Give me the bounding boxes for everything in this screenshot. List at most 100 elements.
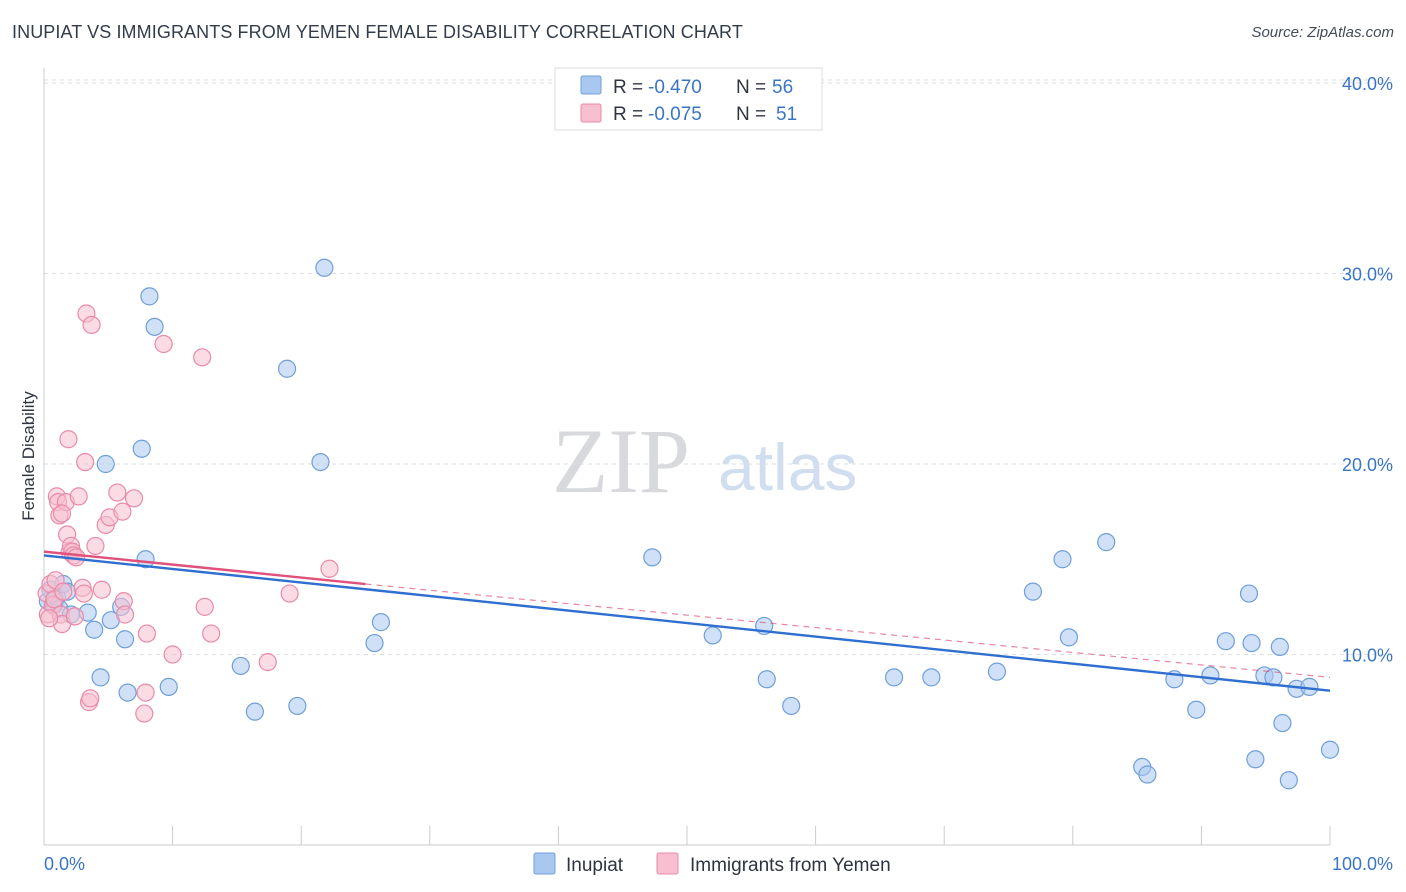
yemen-trend-extension	[365, 583, 1331, 678]
inupiat-point	[132, 439, 151, 458]
inupiat-point	[371, 613, 391, 632]
legend-n-value-1: 56	[772, 77, 793, 98]
yemen-trend-line	[43, 550, 366, 586]
yemen-point	[113, 502, 132, 521]
yemen-point	[320, 559, 339, 578]
yemen-point	[258, 653, 277, 672]
inupiat-point	[1059, 628, 1079, 647]
series-yemen-points	[37, 304, 339, 723]
inupiat-point	[1138, 765, 1157, 784]
inupiat-point	[245, 702, 265, 721]
inupiat-point	[987, 662, 1007, 681]
legend-r-label-1: R =	[613, 77, 643, 98]
inupiat-point	[1273, 713, 1292, 733]
inupiat-point	[231, 656, 250, 676]
y-tick-label: 30.0%	[1342, 265, 1393, 285]
yemen-point	[154, 334, 173, 354]
inupiat-point	[1320, 740, 1340, 759]
inupiat-point	[1053, 550, 1072, 569]
yemen-point	[76, 452, 95, 472]
gridlines	[44, 79, 1393, 655]
yemen-point	[74, 584, 93, 603]
yemen-point	[202, 624, 221, 643]
top-legend: R = -0.470 N = 56 R = -0.075 N = 51	[554, 67, 823, 131]
inupiat-point	[288, 696, 307, 716]
yemen-point	[137, 624, 156, 643]
yemen-point	[82, 315, 101, 335]
y-axis-label: Female Disability	[19, 391, 38, 521]
inupiat-point	[884, 668, 904, 687]
legend-swatch-inupiat	[580, 75, 602, 95]
yemen-point	[69, 487, 88, 506]
legend-n-value-2: 51	[776, 104, 797, 125]
inupiat-point	[757, 670, 776, 689]
inupiat-point	[1242, 633, 1261, 653]
inupiat-trend-line	[43, 554, 1331, 692]
yemen-point	[163, 645, 182, 664]
yemen-point	[54, 582, 73, 601]
inupiat-point	[782, 696, 801, 716]
yemen-point	[280, 584, 299, 603]
yemen-point	[81, 689, 100, 708]
inupiat-point	[703, 626, 722, 645]
legend-n-label-2: N =	[736, 104, 766, 125]
inupiat-point	[1097, 533, 1116, 552]
inupiat-point	[96, 454, 115, 474]
inupiat-point	[140, 287, 159, 306]
inupiat-point	[91, 668, 110, 687]
watermark-atlas: atlas	[718, 430, 857, 504]
yemen-point	[59, 430, 78, 449]
inupiat-point	[1239, 584, 1259, 603]
inupiat-point	[315, 258, 334, 277]
trend-lines	[43, 550, 1331, 692]
yemen-point	[195, 597, 214, 616]
legend-r-value-2: -0.075	[648, 104, 702, 125]
inupiat-point	[311, 452, 330, 472]
watermark-zip: ZIP	[552, 410, 690, 512]
bottom-legend-swatch-yemen	[656, 852, 679, 875]
y-tick-label: 20.0%	[1342, 455, 1393, 475]
y-tick-label: 10.0%	[1342, 646, 1393, 666]
bottom-legend: Inupiat Immigrants from Yemen	[533, 852, 891, 876]
yemen-point	[65, 607, 84, 626]
x-tick-label-max: 100.0%	[1332, 854, 1393, 874]
yemen-point	[86, 536, 105, 556]
yemen-point	[108, 483, 127, 502]
inupiat-point	[136, 550, 155, 569]
legend-r-value-1: -0.470	[648, 77, 702, 98]
inupiat-point	[365, 633, 384, 653]
bottom-legend-swatch-inupiat	[533, 852, 556, 875]
yemen-point	[124, 489, 144, 508]
yemen-point	[92, 580, 111, 599]
yemen-point	[193, 348, 212, 367]
y-tick-labels: 10.0% 20.0% 30.0% 40.0%	[1342, 74, 1393, 666]
yemen-point	[40, 609, 59, 628]
inupiat-point	[1246, 750, 1265, 769]
bottom-legend-label-inupiat: Inupiat	[566, 855, 624, 876]
inupiat-point	[115, 630, 135, 649]
inupiat-point	[1023, 582, 1043, 601]
inupiat-point	[1201, 666, 1220, 685]
legend-n-label-1: N =	[736, 77, 766, 98]
inupiat-point	[277, 359, 297, 378]
bottom-legend-label-yemen: Immigrants from Yemen	[690, 855, 891, 876]
inupiat-point	[1279, 771, 1298, 790]
inupiat-point	[1187, 700, 1206, 719]
yemen-point	[115, 605, 135, 624]
inupiat-point	[643, 548, 662, 567]
series-inupiat-points	[38, 258, 1340, 790]
axes	[43, 68, 1331, 846]
x-tick-label-min: 0.0%	[44, 854, 85, 874]
inupiat-point	[85, 620, 104, 639]
yemen-point	[52, 504, 72, 523]
inupiat-point	[159, 677, 178, 696]
source-label: Source: ZipAtlas.com	[1251, 24, 1394, 41]
inupiat-point	[1270, 637, 1289, 656]
legend-r-label-2: R =	[613, 104, 643, 125]
inupiat-point	[1216, 632, 1235, 651]
inupiat-point	[145, 317, 164, 336]
inupiat-point	[118, 683, 137, 702]
yemen-point	[135, 704, 154, 723]
inupiat-point	[922, 668, 941, 687]
